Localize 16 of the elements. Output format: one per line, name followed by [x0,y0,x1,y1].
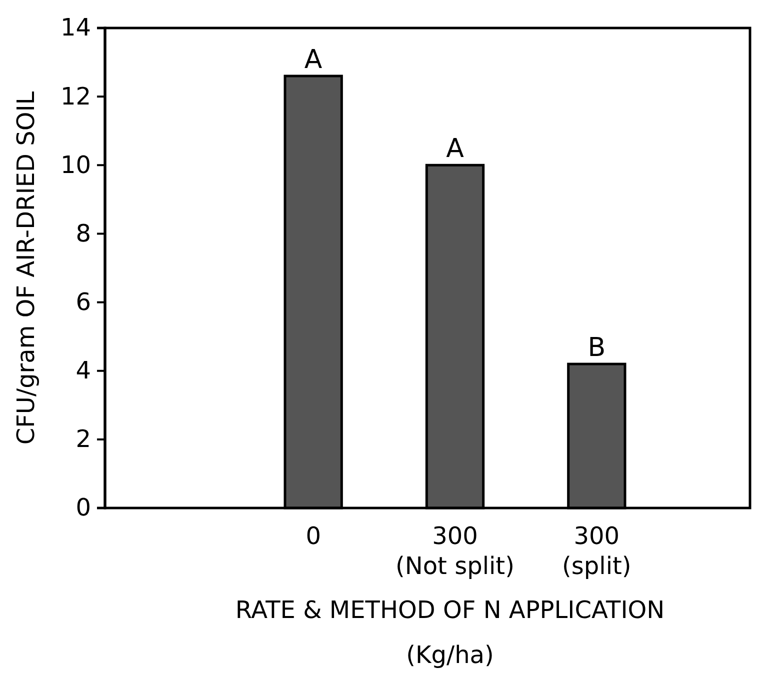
y-tick-label: 12 [60,82,91,110]
x-tick-label: 0 [306,522,321,550]
x-tick-label: 300 (split) [562,522,632,580]
annotation: A [304,45,322,75]
y-axis-title: CFU/gram OF AIR-DRIED SOIL [12,90,40,445]
y-tick-label: 4 [76,356,91,385]
y-tick-label: 10 [60,150,91,179]
y-tick-label: 8 [76,219,91,248]
y-tick-label: 6 [76,288,91,316]
y-tick-label: 14 [60,14,91,42]
y-tick-label: 0 [76,494,91,522]
x-tick-label: 300 (Not split) [396,522,514,580]
annotation: A [446,134,464,164]
annotation: B [588,333,606,363]
x-axis-title: RATE & METHOD OF N APPLICATION (Kg/ha) [235,596,665,669]
y-tick-label: 2 [76,425,91,454]
